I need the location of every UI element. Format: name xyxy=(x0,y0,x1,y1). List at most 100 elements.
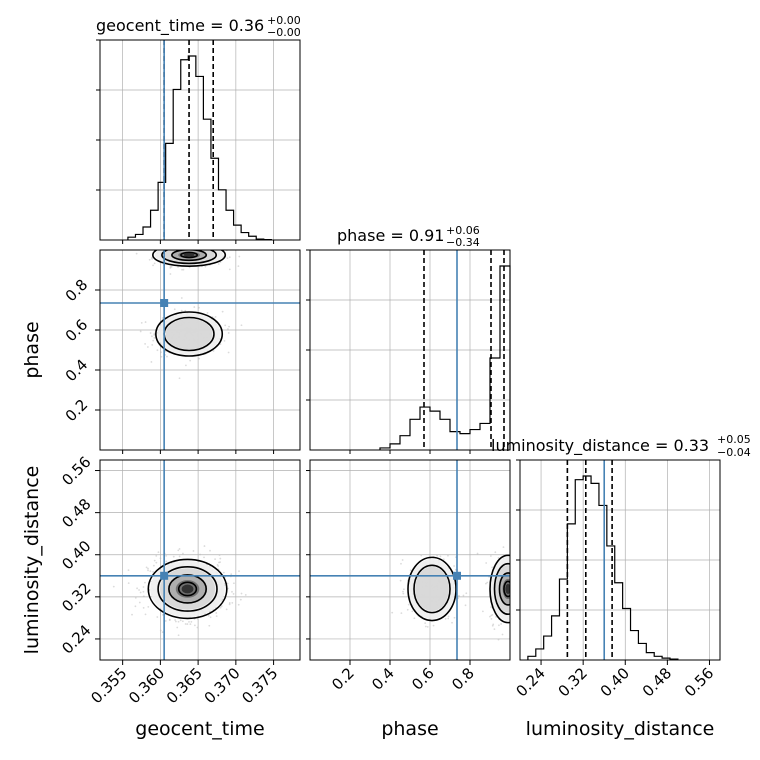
sample-point xyxy=(217,263,220,265)
sample-point xyxy=(399,579,402,582)
hist-outline xyxy=(127,55,272,241)
sample-point xyxy=(513,591,515,593)
ylabel-phase: phase xyxy=(21,321,43,378)
ytick-label-luminosity_distance: 0.24 xyxy=(58,621,94,657)
ytick-label-luminosity_distance: 0.40 xyxy=(58,537,94,573)
sample-point xyxy=(514,601,516,603)
hist-bin xyxy=(181,60,189,240)
sample-point xyxy=(436,554,439,557)
sample-point xyxy=(228,268,231,271)
sample-point xyxy=(237,265,240,268)
sample-point xyxy=(462,594,465,597)
sample-point xyxy=(145,566,148,569)
sample-point xyxy=(181,620,184,623)
sample-point xyxy=(521,606,523,608)
sample-point xyxy=(151,258,154,260)
contour-line xyxy=(503,580,510,598)
sample-point xyxy=(196,617,199,620)
title-luminosity-distance: luminosity_distance = 0.33 xyxy=(491,436,709,456)
sample-point xyxy=(228,325,230,328)
sample-point xyxy=(204,247,206,249)
hist-bin xyxy=(638,643,646,660)
sample-point xyxy=(193,624,196,627)
sample-point xyxy=(157,247,159,249)
sample-point xyxy=(138,601,141,604)
ytick-label-luminosity_distance: 0.48 xyxy=(58,495,94,531)
hist-bin xyxy=(599,505,607,660)
sample-point xyxy=(178,246,180,248)
sample-point xyxy=(500,623,503,625)
density-level xyxy=(183,253,195,257)
sample-point xyxy=(160,351,162,354)
sample-point xyxy=(181,243,183,245)
sample-point xyxy=(159,557,162,560)
sample-point xyxy=(223,582,226,585)
xtick-label-luminosity_distance: 0.40 xyxy=(597,664,633,700)
sample-point xyxy=(189,623,192,626)
sample-point xyxy=(492,623,495,626)
sample-point xyxy=(165,554,168,557)
ytick-label-phase: 0.2 xyxy=(62,396,92,426)
sample-point xyxy=(142,586,145,588)
sample-point xyxy=(409,569,412,572)
sample-point xyxy=(514,577,516,579)
sample-point xyxy=(178,377,181,380)
sample-point xyxy=(498,624,500,627)
hist-bin xyxy=(440,419,450,450)
xtick-label-phase: 0.8 xyxy=(448,664,478,694)
sample-point xyxy=(177,549,180,552)
sample-point xyxy=(531,589,533,591)
density-level xyxy=(181,584,194,594)
sample-point xyxy=(239,598,242,601)
sample-point xyxy=(517,604,519,606)
sample-point xyxy=(517,587,519,589)
sample-point xyxy=(227,351,230,354)
sample-point xyxy=(144,581,146,584)
sample-point xyxy=(200,246,202,248)
sample-point xyxy=(180,297,183,299)
sample-point xyxy=(184,623,187,625)
sample-point xyxy=(424,622,427,625)
sample-point xyxy=(502,546,505,549)
sample-point xyxy=(491,614,494,616)
sample-point xyxy=(216,246,218,248)
sample-point xyxy=(147,605,150,608)
sample-point xyxy=(517,562,519,564)
sample-point xyxy=(493,628,496,631)
hist-bin xyxy=(196,76,204,240)
sample-point xyxy=(142,595,145,598)
sample-point xyxy=(218,554,221,557)
sample-point xyxy=(523,576,525,578)
sample-point xyxy=(515,582,517,584)
sample-point xyxy=(458,594,460,597)
truth-marker xyxy=(160,571,169,580)
sample-point xyxy=(514,583,516,585)
sample-point xyxy=(400,562,402,565)
hist-bin xyxy=(450,432,460,450)
sample-point xyxy=(207,614,210,617)
sample-point xyxy=(178,548,181,550)
sample-point xyxy=(209,549,211,552)
sample-point xyxy=(155,554,158,557)
hist-bin xyxy=(500,266,510,450)
sample-point xyxy=(164,350,167,353)
sample-point xyxy=(453,565,456,567)
sample-point xyxy=(227,328,229,330)
sample-point xyxy=(526,588,528,590)
sample-point xyxy=(524,583,526,585)
sample-point xyxy=(490,617,493,620)
hist-bin xyxy=(135,234,143,240)
sample-point xyxy=(149,570,152,573)
sample-point xyxy=(134,605,137,608)
sample-point xyxy=(165,560,168,563)
contour-line xyxy=(180,251,199,259)
sample-point xyxy=(147,567,149,570)
sample-point xyxy=(522,583,524,585)
sample-point xyxy=(511,591,513,593)
sample-point xyxy=(190,246,192,248)
sample-point xyxy=(240,592,243,595)
hist-bin xyxy=(143,227,151,240)
sample-point xyxy=(204,241,206,243)
sample-point xyxy=(447,554,449,557)
sample-point xyxy=(529,571,531,573)
